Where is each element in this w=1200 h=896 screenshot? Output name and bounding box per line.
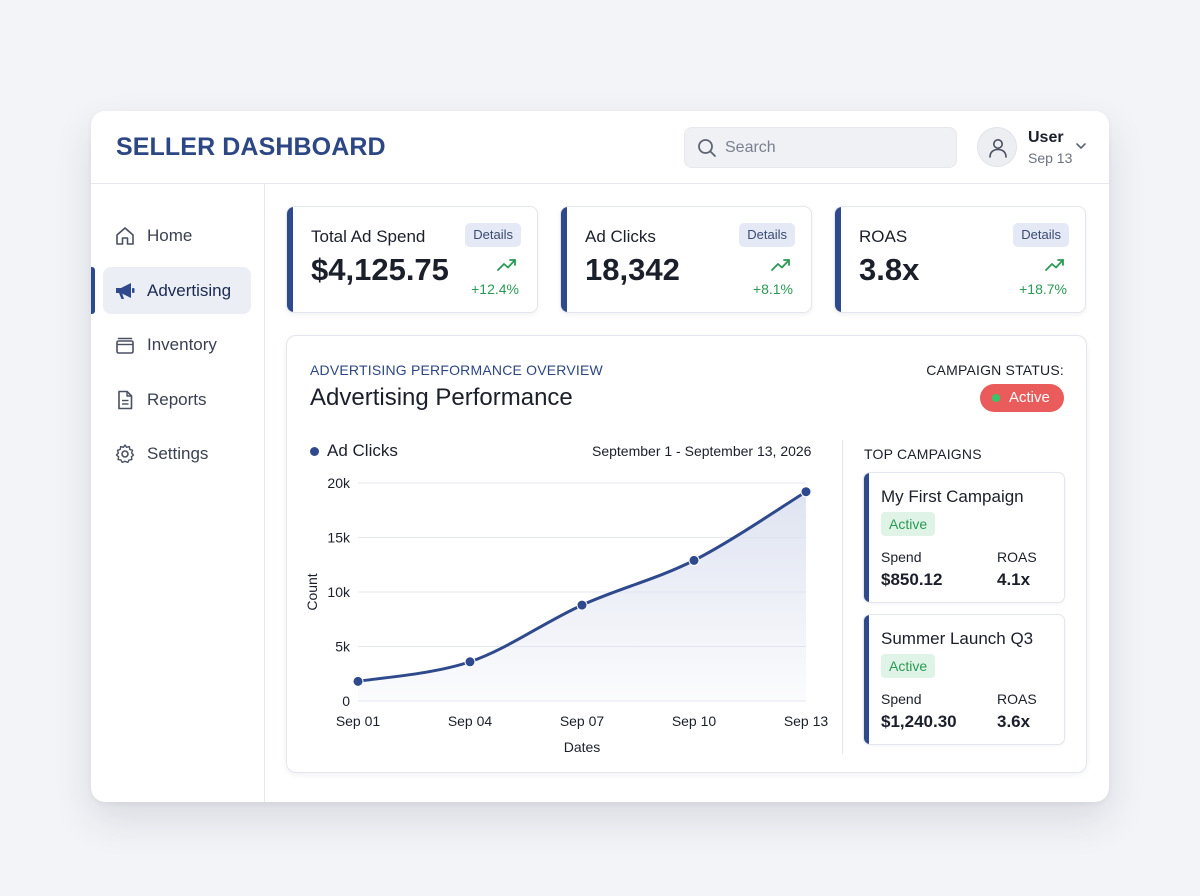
details-button[interactable]: Details xyxy=(465,223,521,247)
user-menu[interactable]: User Sep 13 xyxy=(977,125,1092,169)
home-icon xyxy=(116,227,134,245)
megaphone-icon xyxy=(116,283,135,299)
status-badge: Active xyxy=(881,512,936,536)
sidebar-item-label: Reports xyxy=(147,390,207,409)
card-accent xyxy=(864,473,869,602)
details-button[interactable]: Details xyxy=(1013,223,1069,247)
y-tick-label: 5k xyxy=(335,639,351,655)
status-text: Active xyxy=(1009,389,1050,406)
roas-value: 4.1x xyxy=(997,570,1031,589)
panel-overline: ADVERTISING PERFORMANCE OVERVIEW xyxy=(310,362,603,378)
sidebar-item-label: Settings xyxy=(147,444,209,463)
x-tick-label: Sep 01 xyxy=(336,713,381,729)
series-area xyxy=(358,491,806,701)
card-accent xyxy=(561,207,567,312)
sidebar-item-reports[interactable]: Reports xyxy=(103,376,251,423)
sidebar-item-label: Advertising xyxy=(147,281,232,300)
performance-panel: ADVERTISING PERFORMANCE OVERVIEW Adverti… xyxy=(286,335,1087,773)
document-icon xyxy=(118,390,133,410)
spend-value: $1,240.30 xyxy=(881,712,957,731)
spend-label: Spend xyxy=(881,691,922,707)
top-campaigns-title: TOP CAMPAIGNS xyxy=(864,446,982,462)
campaign-name: Summer Launch Q3 xyxy=(881,629,1034,648)
y-tick-label: 0 xyxy=(342,693,350,709)
campaign-status-badge[interactable]: Active xyxy=(980,384,1064,412)
campaign-status-label: CAMPAIGN STATUS: xyxy=(926,362,1064,378)
chevron-down-icon xyxy=(1076,143,1086,149)
search-input[interactable] xyxy=(725,128,945,167)
stat-value: $4,125.75 xyxy=(311,252,449,287)
x-tick-label: Sep 10 xyxy=(672,713,717,729)
spend-value: $850.12 xyxy=(881,570,943,589)
x-tick-label: Sep 04 xyxy=(448,713,493,729)
stat-label: ROAS xyxy=(859,227,908,246)
trend-up-icon xyxy=(1045,259,1064,271)
trend-up-icon xyxy=(497,259,516,271)
inventory-icon xyxy=(116,337,134,354)
stat-label: Ad Clicks xyxy=(585,227,656,246)
active-indicator xyxy=(91,267,95,314)
panel-divider xyxy=(842,440,843,754)
user-icon xyxy=(989,139,1007,158)
stat-card-ad-spend: Total Ad Spend $4,125.75 Details +12.4% xyxy=(286,206,538,313)
sidebar-item-home[interactable]: Home xyxy=(103,212,251,259)
stat-label: Total Ad Spend xyxy=(311,227,426,246)
stat-change: +12.4% xyxy=(471,281,519,297)
status-dot xyxy=(992,394,1000,402)
user-date: Sep 13 xyxy=(1028,150,1073,166)
x-tick-label: Sep 13 xyxy=(784,713,829,729)
stat-change: +18.7% xyxy=(1019,281,1067,297)
campaign-card[interactable]: Summer Launch Q3 Active Spend $1,240.30 … xyxy=(863,614,1065,745)
sidebar-item-label: Home xyxy=(147,226,193,245)
legend-label: Ad Clicks xyxy=(327,441,398,460)
y-tick-label: 15k xyxy=(327,530,351,546)
data-point xyxy=(352,675,364,687)
sidebar: Home Advertising Inventory xyxy=(91,184,265,802)
roas-label: ROAS xyxy=(997,691,1037,707)
ad-clicks-chart: 0 5k 10k 15k 20k Sep 01 Sep 04 Sep 07 Sep 10 Sep … xyxy=(304,475,829,755)
panel-title: Advertising Performance xyxy=(310,384,573,411)
search-icon xyxy=(698,139,716,157)
data-point xyxy=(688,554,700,566)
sidebar-item-advertising[interactable]: Advertising xyxy=(103,267,251,314)
stat-value: 18,342 xyxy=(585,252,680,287)
sidebar-item-settings[interactable]: Settings xyxy=(103,430,251,477)
date-range[interactable]: September 1 - September 13, 2026 xyxy=(592,443,812,459)
app-title: SELLER DASHBOARD xyxy=(116,133,386,161)
y-tick-label: 20k xyxy=(327,475,351,491)
stat-change: +8.1% xyxy=(752,281,793,297)
y-axis-title: Count xyxy=(304,573,320,610)
top-bar: SELLER DASHBOARD User Sep 13 xyxy=(91,111,1109,184)
search-box[interactable] xyxy=(684,127,957,168)
roas-label: ROAS xyxy=(997,549,1037,565)
legend-swatch xyxy=(310,447,319,456)
stat-value: 3.8x xyxy=(859,252,920,287)
sidebar-item-label: Inventory xyxy=(147,335,217,354)
gear-icon xyxy=(115,444,135,464)
x-axis-title: Dates xyxy=(564,739,601,755)
avatar xyxy=(977,127,1017,167)
stat-card-ad-clicks: Ad Clicks 18,342 Details +8.1% xyxy=(560,206,812,313)
dashboard-window: SELLER DASHBOARD User Sep 13 xyxy=(91,111,1109,802)
trend-up-icon xyxy=(771,259,790,271)
stat-card-roas: ROAS 3.8x Details +18.7% xyxy=(834,206,1086,313)
status-badge: Active xyxy=(881,654,936,678)
x-tick-label: Sep 07 xyxy=(560,713,605,729)
spend-label: Spend xyxy=(881,549,922,565)
card-accent xyxy=(864,615,869,744)
details-button[interactable]: Details xyxy=(739,223,795,247)
campaign-name: My First Campaign xyxy=(881,487,1024,506)
data-point xyxy=(576,599,588,611)
sidebar-item-inventory[interactable]: Inventory xyxy=(103,321,251,368)
card-accent xyxy=(835,207,841,312)
y-tick-label: 10k xyxy=(327,584,351,600)
data-point xyxy=(464,656,476,668)
card-accent xyxy=(287,207,293,312)
roas-value: 3.6x xyxy=(997,712,1031,731)
campaign-card[interactable]: My First Campaign Active Spend $850.12 R… xyxy=(863,472,1065,603)
user-name: User xyxy=(1028,129,1064,146)
data-point xyxy=(800,486,812,498)
